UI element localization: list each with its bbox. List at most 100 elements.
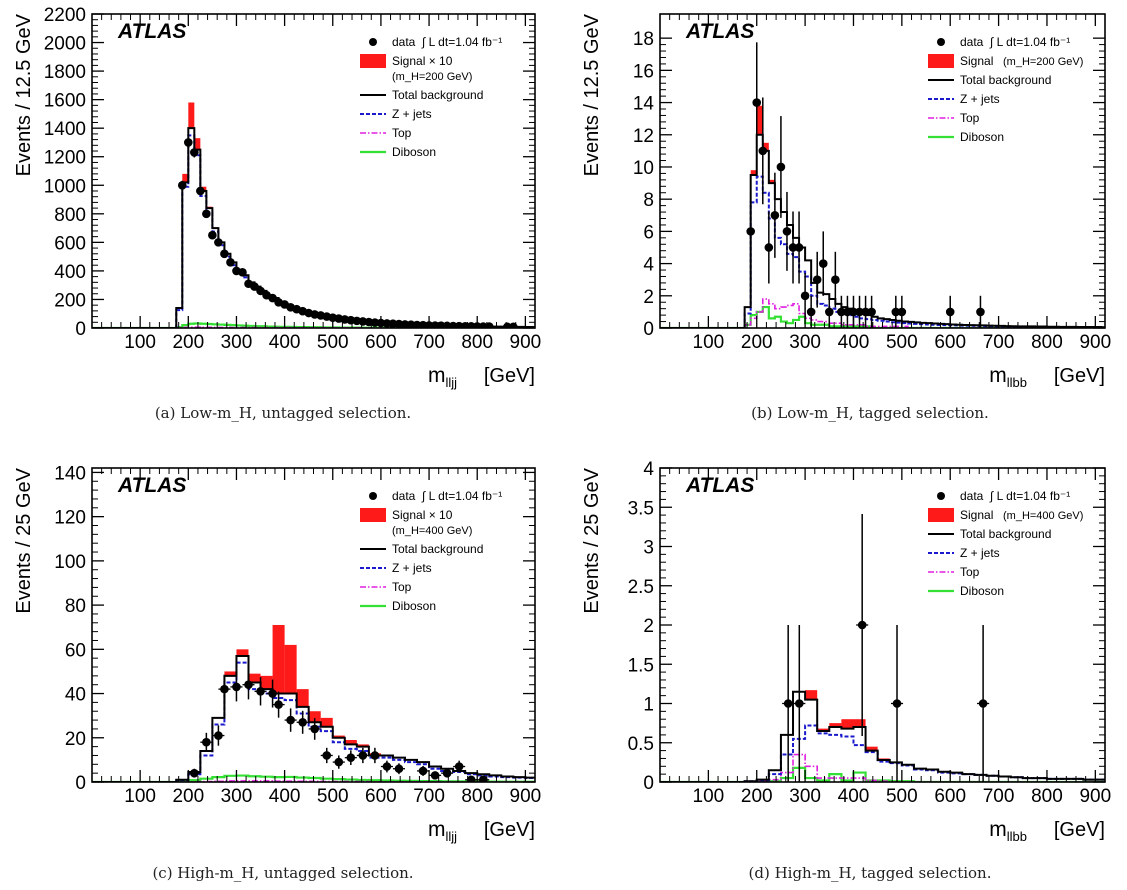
y-tick-label: 6 — [643, 222, 654, 243]
legend-z-jets-label: Z + jets — [960, 546, 1000, 560]
data-point — [764, 211, 774, 284]
y-tick-label: 4 — [643, 255, 654, 276]
signal-bar — [865, 746, 878, 751]
data-marker — [274, 700, 283, 709]
x-tick-label: 900 — [510, 786, 542, 807]
y-tick-label: 80 — [65, 596, 86, 617]
legend-signal-label: Signal — [960, 508, 993, 522]
x-tick-label: 300 — [789, 332, 821, 353]
atlas-label: ATLAS — [685, 20, 754, 43]
data-marker — [202, 209, 211, 219]
legend-diboson-label: Diboson — [392, 145, 436, 159]
signal-bar — [762, 142, 769, 151]
data-marker — [855, 307, 864, 317]
data-point — [794, 211, 804, 284]
legend-z-jets-label: Z + jets — [392, 107, 432, 121]
x-tick-label: 300 — [221, 786, 253, 807]
y-tick-label: 1200 — [44, 148, 86, 169]
data-point — [344, 750, 357, 766]
x-tick-label: 300 — [221, 332, 253, 353]
signal-bar — [308, 711, 321, 723]
data-marker — [788, 243, 798, 252]
signal-bar — [188, 102, 195, 129]
y-axis: 0 2 4 6 8 10 12 14 16 18 — [633, 29, 1105, 340]
x-tick-label: 800 — [461, 332, 493, 353]
y-tick-label: 10 — [633, 158, 654, 179]
signal-bar — [272, 625, 285, 694]
y-tick-label: 1000 — [44, 176, 86, 197]
x-tick-label: 300 — [789, 786, 821, 807]
y-tick-label: 40 — [65, 685, 86, 706]
data-marker — [824, 307, 834, 317]
data-point — [867, 295, 876, 328]
data-marker — [945, 307, 955, 317]
data-marker — [509, 322, 518, 328]
data-marker — [190, 768, 199, 778]
data-marker — [442, 768, 452, 778]
data-marker — [334, 757, 344, 767]
signal-bar — [750, 170, 757, 176]
signal-bar — [236, 649, 249, 656]
data-marker — [891, 307, 901, 317]
data-marker — [818, 259, 828, 268]
data-marker — [976, 307, 985, 317]
data-marker — [268, 689, 277, 698]
panel-caption: (a) Low-m_H, untagged selection. — [155, 404, 411, 422]
legend-signal-mass: (m_H=400 GeV) — [1003, 510, 1083, 522]
atlas-label: ATLAS — [117, 20, 186, 43]
data-marker — [831, 275, 840, 284]
chart-panel-a: 0 200 400 600 800 1000 1200 1400 1600 1800 2000 220… — [13, 5, 541, 422]
legend-signal-label: Signal × 10 — [392, 508, 453, 522]
plot-area — [92, 102, 535, 328]
x-tick-label: 500 — [886, 332, 918, 353]
data-marker — [764, 243, 774, 252]
data-marker — [358, 751, 368, 760]
data-marker — [298, 717, 307, 727]
x-tick-label: 800 — [1031, 786, 1063, 807]
legend-lumi-label: ∫ L dt=1.04 fb⁻¹ — [989, 35, 1070, 49]
x-tick-label: 800 — [461, 786, 493, 807]
total-background-series — [660, 690, 1105, 782]
y-tick-label: 2000 — [44, 34, 86, 55]
data-point — [212, 725, 225, 746]
x-tick-label: 200 — [741, 786, 773, 807]
legend-diboson-label: Diboson — [392, 599, 436, 613]
data-marker — [478, 775, 488, 782]
data-point — [782, 625, 795, 782]
y-axis-title: Events / 25 GeV — [13, 467, 35, 613]
data-point — [806, 295, 816, 328]
x-tick-label: 700 — [413, 786, 445, 807]
data-marker — [220, 684, 229, 694]
data-marker — [418, 766, 428, 776]
legend-data-marker — [369, 38, 377, 46]
signal-bar — [853, 719, 866, 728]
y-tick-label: 2 — [643, 287, 654, 308]
y-tick-label: 14 — [633, 94, 655, 115]
data-marker — [184, 138, 193, 147]
data-point — [266, 679, 279, 708]
data-point — [818, 231, 828, 296]
data-marker — [758, 146, 768, 156]
signal-bar — [284, 644, 297, 694]
y-tick-label: 120 — [54, 508, 86, 529]
data-marker — [978, 699, 988, 708]
data-marker — [322, 751, 332, 760]
y-tick-label: 1.5 — [628, 655, 654, 676]
data-point — [188, 768, 201, 778]
signal-bar — [841, 719, 854, 729]
legend-signal-mass: (m_H=400 GeV) — [392, 525, 472, 537]
data-marker — [238, 268, 247, 277]
legend-top-label: Top — [960, 565, 980, 579]
legend-total-label: Total background — [960, 73, 1051, 87]
legend-data-marker — [937, 492, 945, 500]
data-marker — [202, 737, 211, 747]
y-tick-label: 0 — [75, 773, 86, 794]
legend-signal-swatch — [360, 508, 386, 522]
data-marker — [286, 715, 295, 725]
data-point — [284, 708, 297, 732]
signal-bar — [356, 744, 369, 747]
data-marker — [370, 751, 380, 760]
data-marker — [892, 699, 902, 708]
y-tick-label: 0.5 — [628, 734, 654, 755]
legend-data-marker — [369, 492, 377, 500]
